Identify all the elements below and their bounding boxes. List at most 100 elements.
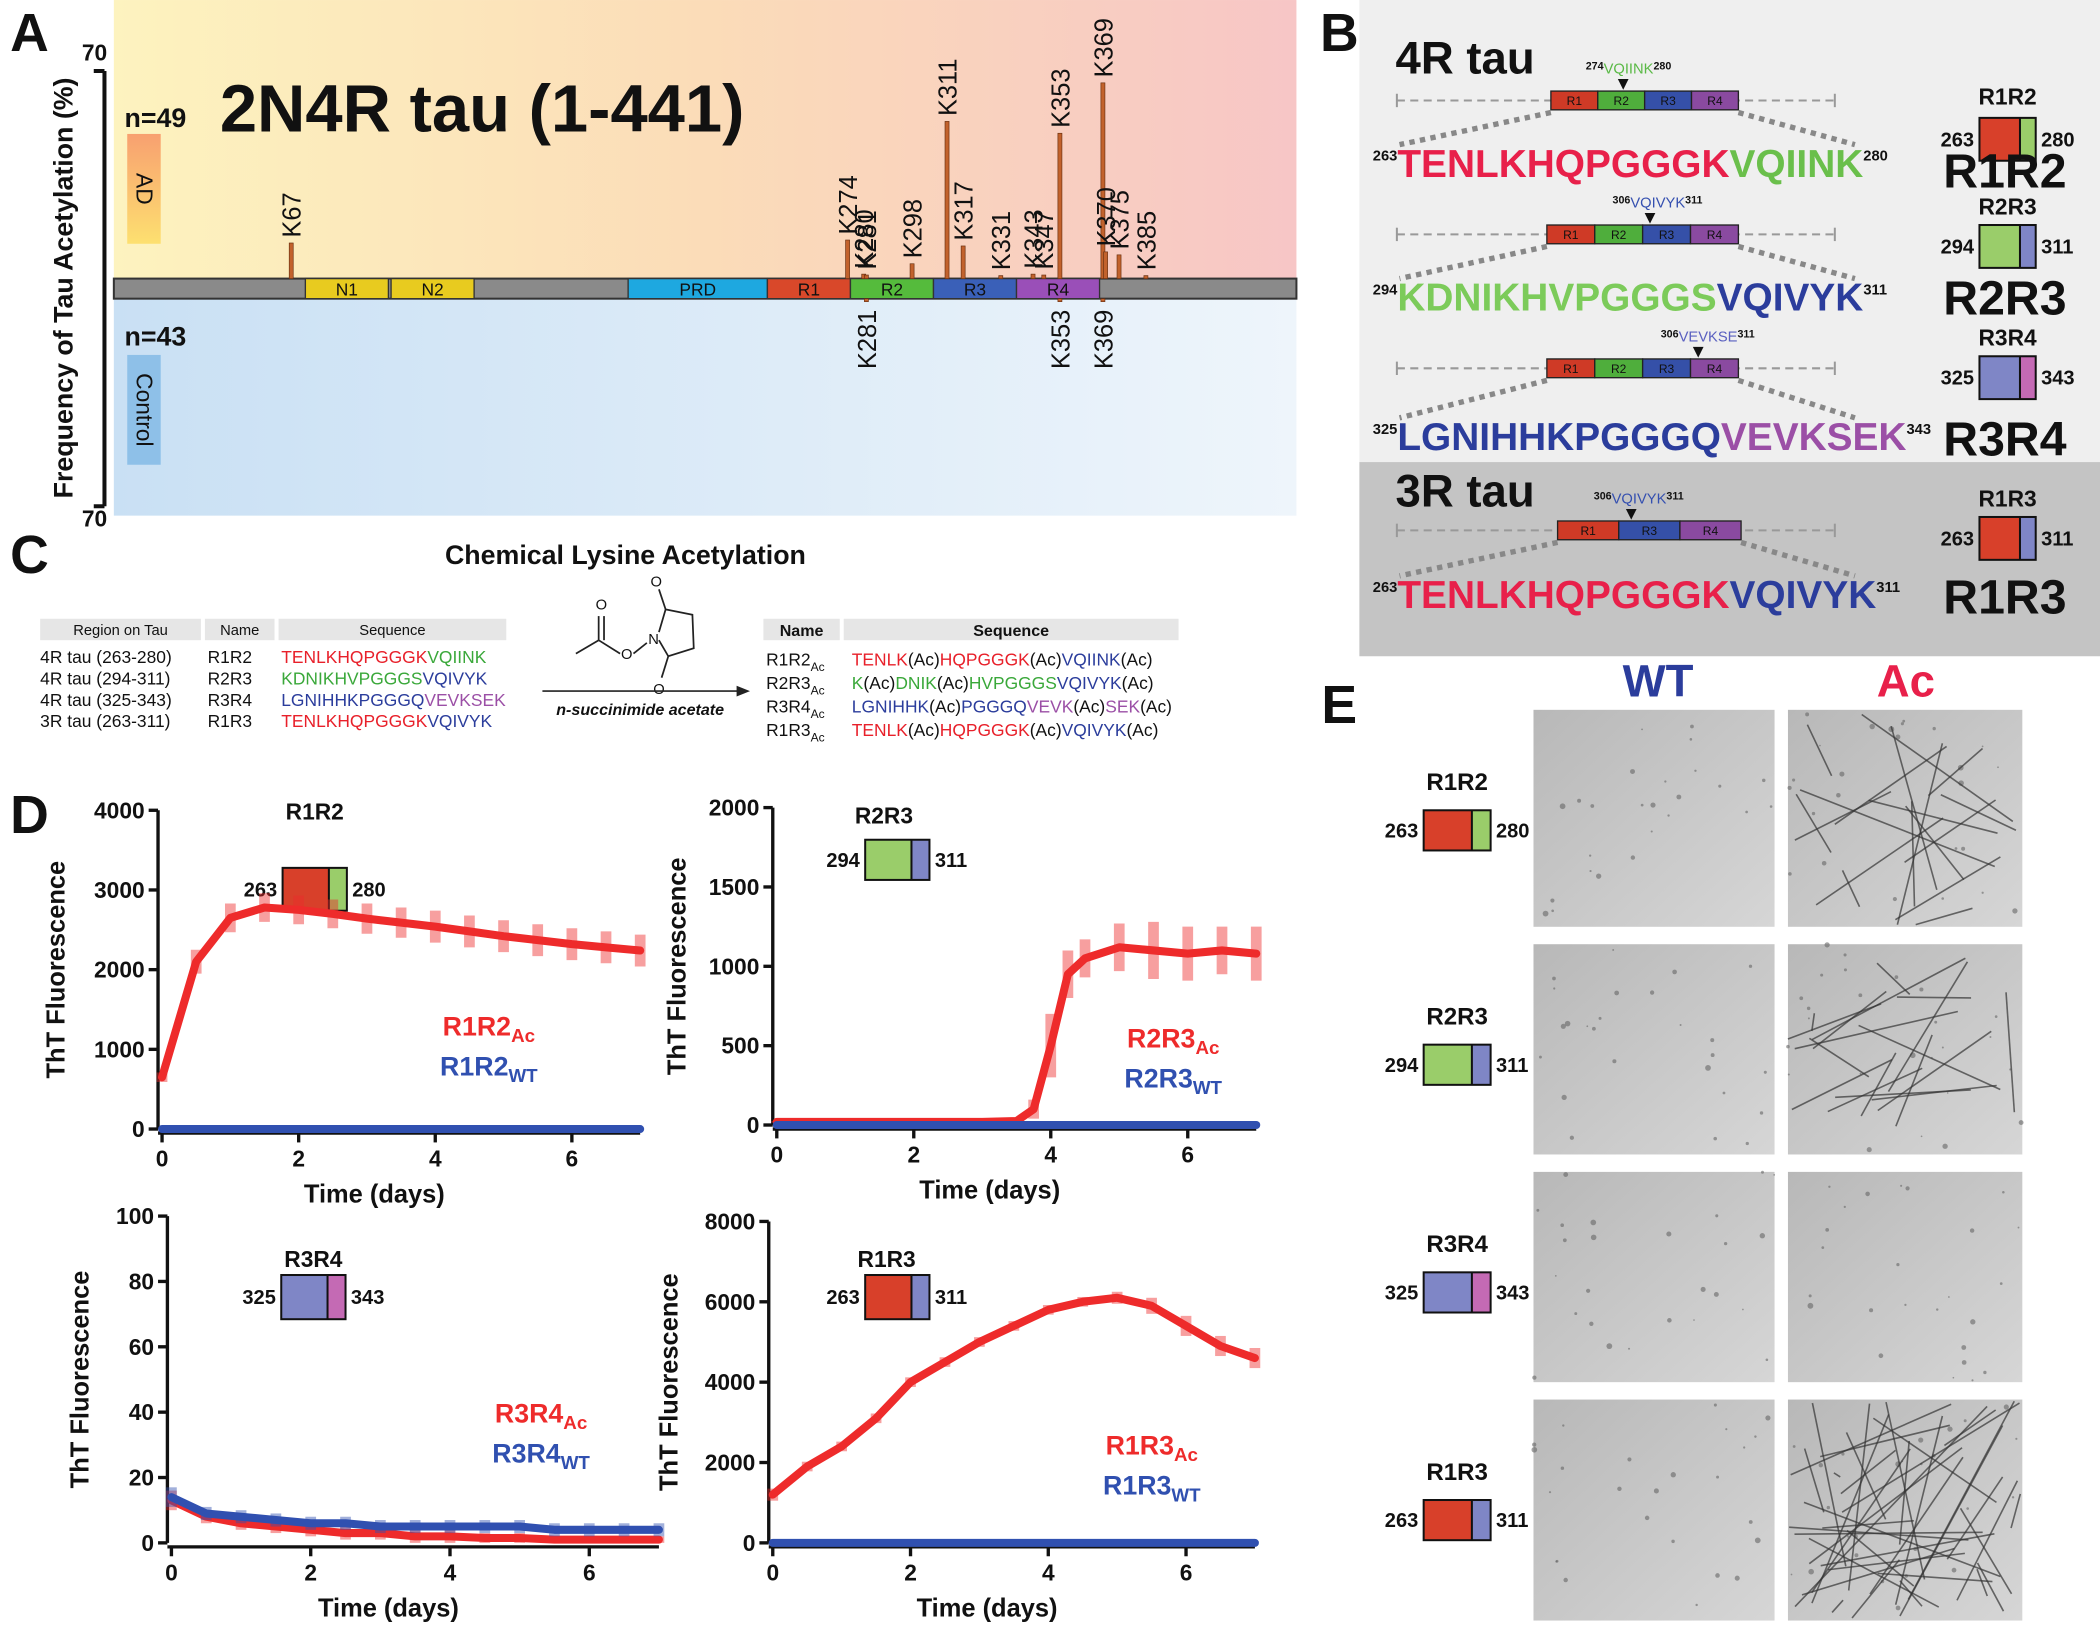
micrograph-speck bbox=[1961, 1345, 1967, 1350]
x-axis-label: Time (days) bbox=[318, 1595, 459, 1623]
construct-outline bbox=[1422, 1043, 1492, 1086]
construct-start: 263 bbox=[826, 1287, 859, 1309]
micrograph-speck bbox=[1895, 1605, 1901, 1611]
construct-segment bbox=[1423, 1272, 1472, 1313]
chart-title: 2N4R tau (1-441) bbox=[220, 71, 745, 146]
seq-part: (Ac) bbox=[908, 720, 940, 740]
micrograph-speck bbox=[1612, 949, 1615, 951]
micrograph-speck bbox=[1554, 1275, 1557, 1277]
y-tick-label: 80 bbox=[129, 1268, 154, 1294]
micrograph-speck bbox=[1723, 1241, 1728, 1246]
micrograph-speck bbox=[1649, 990, 1655, 995]
seq-part: (Ac) bbox=[863, 673, 895, 693]
marker-end: 311 bbox=[1685, 195, 1702, 207]
header-cell bbox=[763, 618, 840, 641]
mini-domain bbox=[1690, 90, 1740, 111]
fibril bbox=[1872, 1417, 1997, 1504]
mini-domain-label: R3 bbox=[1659, 362, 1675, 376]
bar bbox=[944, 121, 950, 279]
fibril bbox=[1811, 1414, 1890, 1604]
micrograph-speck bbox=[1946, 1092, 1949, 1094]
micrograph-speck bbox=[1854, 1553, 1859, 1558]
micrograph-speck bbox=[1878, 1353, 1884, 1359]
header-text: Name bbox=[780, 622, 824, 640]
column-header: WT bbox=[1623, 655, 1694, 706]
y-axis-label: ThT Fluorescence bbox=[66, 1271, 94, 1489]
construct-segment bbox=[1423, 1500, 1472, 1541]
series-line bbox=[167, 1493, 663, 1534]
molecule-bond bbox=[658, 589, 667, 610]
seq-part: (Ac) bbox=[908, 650, 940, 670]
construct-start: 263 bbox=[1385, 1510, 1419, 1532]
micrograph-speck bbox=[1630, 855, 1636, 860]
x-tick-label: 4 bbox=[1042, 1559, 1055, 1585]
fibril bbox=[1808, 1037, 1870, 1078]
seq-part: LGNIHHK bbox=[852, 697, 930, 717]
x-tick-label: K317 bbox=[951, 181, 979, 240]
mini-domain-label: R2 bbox=[1611, 362, 1627, 376]
y-tick-label: 500 bbox=[721, 1033, 759, 1059]
legend-sub: Ac bbox=[1174, 1444, 1198, 1465]
micrograph-speck bbox=[1787, 1073, 1790, 1076]
region-text: 3R tau (263-311) bbox=[40, 711, 170, 731]
y-tick-label: 6000 bbox=[705, 1289, 756, 1315]
fibril bbox=[1976, 1562, 2005, 1612]
mini-domain-label: R4 bbox=[1707, 94, 1723, 108]
micrograph-speck bbox=[1748, 1520, 1753, 1524]
micrograph-speck bbox=[1563, 1577, 1568, 1583]
seq-part: KDNIKHVPGGGS bbox=[281, 668, 422, 688]
n-label: n=49 bbox=[125, 103, 187, 133]
marker-motif: VQIINK bbox=[1604, 62, 1654, 78]
fibril bbox=[1877, 1030, 1992, 1112]
seq-end: 280 bbox=[1863, 149, 1888, 165]
name-sub: Ac bbox=[811, 683, 825, 697]
fibril bbox=[1927, 747, 1984, 797]
micrograph-speck bbox=[1612, 1059, 1617, 1064]
micrograph-speck bbox=[1961, 1360, 1967, 1365]
seq-part: VQIVYK bbox=[422, 668, 487, 688]
seq-part: TENLKHQPGGGK bbox=[1397, 143, 1729, 186]
y-tick-label: 70 bbox=[82, 39, 107, 65]
sequence: LGNIHHKPGGGQVEVKSEK bbox=[281, 690, 506, 710]
construct-start: 325 bbox=[1941, 368, 1975, 390]
seq-start: 325 bbox=[1373, 422, 1398, 438]
construct-end: 311 bbox=[2041, 236, 2073, 258]
fibril bbox=[1833, 1472, 1841, 1478]
seq-part: VQIINK bbox=[1730, 143, 1864, 186]
x-tick-label: K67 bbox=[279, 192, 307, 237]
seq-start: 263 bbox=[1373, 149, 1398, 165]
x-tick-label: 4 bbox=[429, 1146, 442, 1172]
micrograph-speck bbox=[1941, 1046, 1944, 1049]
micrograph bbox=[1787, 944, 2023, 1155]
seq-part: KDNIKHVPGGGS bbox=[1397, 277, 1716, 320]
series-line bbox=[167, 1496, 663, 1544]
micrograph-speck bbox=[1555, 1559, 1559, 1563]
name-sub: Ac bbox=[811, 730, 825, 744]
micrograph-speck bbox=[1765, 1358, 1769, 1362]
x-tick-label: 4 bbox=[1044, 1142, 1057, 1168]
micrograph-speck bbox=[1560, 1023, 1566, 1029]
micrograph-speck bbox=[1742, 1308, 1744, 1311]
y-axis-label: ThT Fluorescence bbox=[656, 1273, 684, 1491]
micrograph-speck bbox=[1653, 1488, 1659, 1494]
fibril bbox=[1899, 1580, 1923, 1607]
micrograph-speck bbox=[1902, 719, 1906, 723]
micrograph-speck bbox=[1762, 778, 1766, 783]
x-tick-label: K311 bbox=[934, 59, 962, 117]
micrograph-speck bbox=[1700, 1286, 1706, 1292]
micrograph-speck bbox=[1769, 805, 1773, 808]
micrograph-speck bbox=[1905, 1186, 1910, 1191]
legend-entry: R3R4Ac bbox=[495, 1398, 587, 1433]
micrograph-speck bbox=[1896, 1262, 1900, 1267]
seq-part: VQIINK bbox=[427, 647, 486, 667]
x-tick-label: K370 bbox=[1093, 187, 1121, 246]
construct-segment bbox=[1471, 810, 1491, 851]
mini-domain bbox=[1689, 358, 1740, 379]
fibril bbox=[1811, 1448, 1911, 1594]
mini-domain-label: R2 bbox=[1614, 94, 1630, 108]
micrograph-speck bbox=[1590, 1234, 1597, 1241]
micrograph-speck bbox=[1564, 1020, 1571, 1027]
arrow-head bbox=[736, 685, 750, 697]
construct-label: R1R3 bbox=[858, 1246, 916, 1272]
